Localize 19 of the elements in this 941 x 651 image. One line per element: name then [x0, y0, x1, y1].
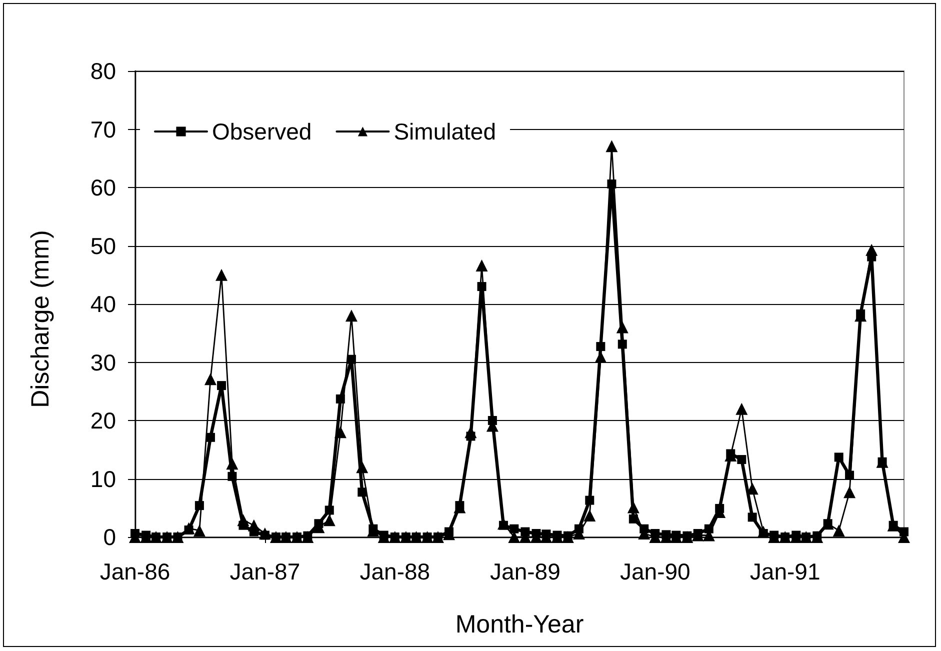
y-tick-label: 50	[90, 232, 116, 259]
y-tick-label: 60	[90, 174, 116, 200]
y-axis-title: Discharge (mm)	[26, 230, 54, 408]
y-tick-label: 10	[90, 466, 116, 492]
x-tick-label: Jan-91	[750, 558, 820, 584]
x-tick-label: Jan-86	[100, 558, 170, 584]
x-tick-label: Jan-87	[230, 558, 300, 584]
x-tick-label: Jan-88	[360, 558, 430, 584]
x-tick-label: Jan-90	[620, 558, 690, 584]
y-tick-label: 30	[90, 349, 116, 376]
y-tick-label: 70	[90, 116, 116, 142]
y-tick-label: 0	[103, 524, 116, 550]
x-tick-label: Jan-89	[490, 558, 560, 584]
y-tick-label: 40	[90, 291, 116, 317]
y-tick-label: 80	[90, 58, 116, 84]
legend-label: Observed	[212, 118, 312, 144]
y-tick-label: 20	[90, 408, 116, 434]
legend-label: Simulated	[394, 118, 496, 144]
x-axis-title: Month-Year	[455, 610, 584, 638]
